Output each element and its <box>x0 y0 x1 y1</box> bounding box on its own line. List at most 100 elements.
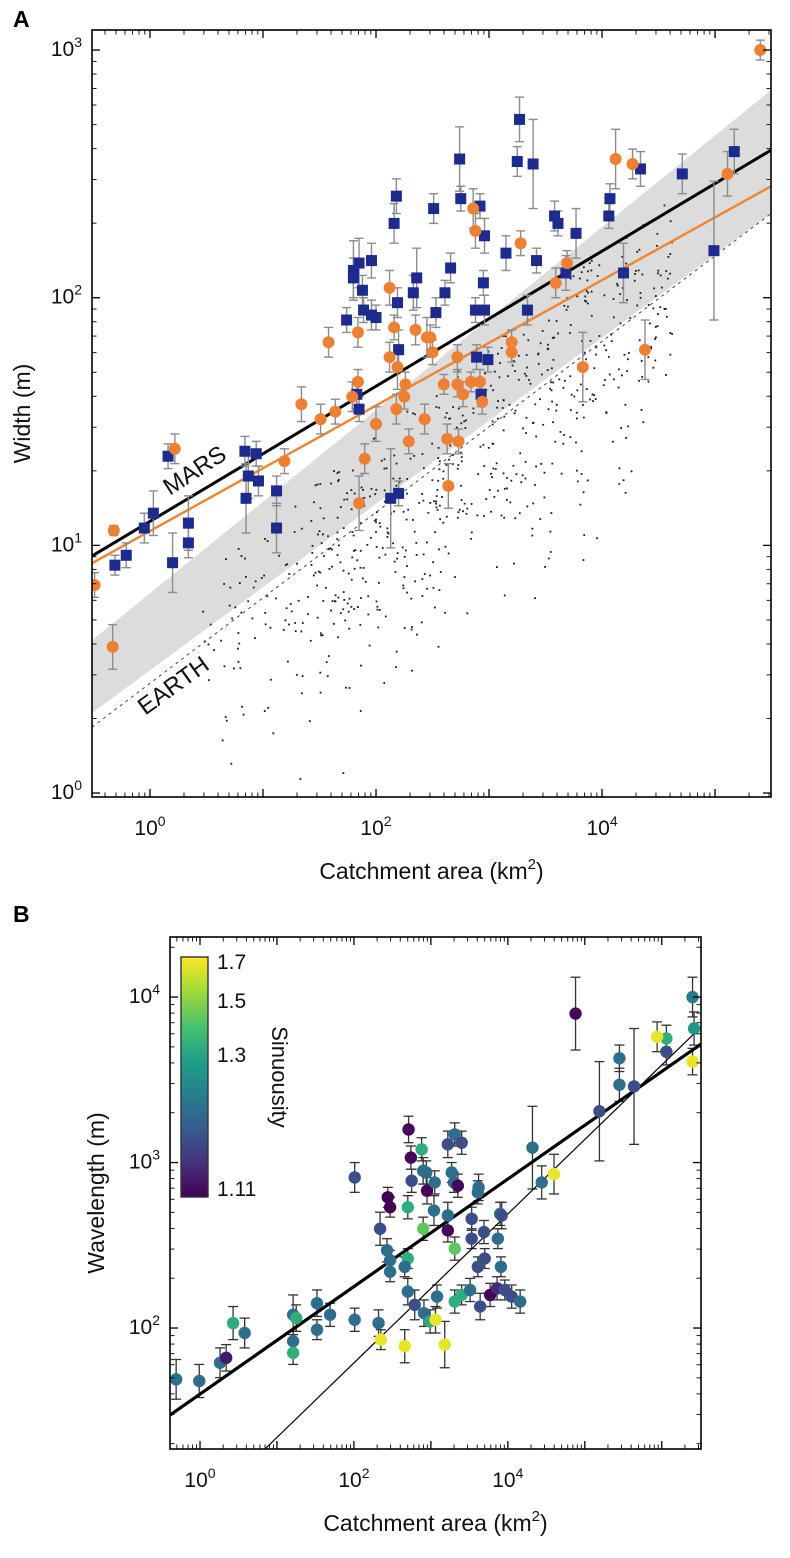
mars-square-point <box>527 158 539 170</box>
mars-circle-point <box>418 413 431 426</box>
mars-square-point <box>353 257 365 269</box>
mars-square-point <box>479 304 491 316</box>
mars-square-point <box>109 559 121 571</box>
wavelength-point <box>348 1171 361 1184</box>
wavelength-point <box>405 1174 418 1187</box>
mars-square-point <box>250 448 262 460</box>
wavelength-point <box>429 1313 442 1326</box>
wavelength-point <box>535 1176 548 1189</box>
wavelength-point <box>613 1052 626 1065</box>
wavelength-point <box>408 1298 421 1312</box>
wavelength-point <box>473 1300 487 1313</box>
wavelength-point <box>193 1374 206 1388</box>
wavelength-point <box>310 1323 324 1336</box>
mars-square-point <box>388 217 400 229</box>
mars-square-point <box>618 267 630 279</box>
wavelength-point <box>477 1225 491 1239</box>
mars-square-point <box>482 354 494 366</box>
confidence-band <box>92 90 771 714</box>
mars-circle-point <box>92 579 101 592</box>
wavelength-point <box>451 1179 465 1192</box>
mars-square-point <box>393 487 405 499</box>
y-axis-title: Wavelength (m) <box>83 1112 109 1273</box>
wavelength-point <box>569 1007 582 1020</box>
mars-square-point <box>242 470 254 482</box>
mars-circle-point <box>469 224 482 237</box>
wavelength-point <box>463 1283 477 1297</box>
y-tick-label: 100 <box>51 777 82 804</box>
mars-square-point <box>407 287 419 299</box>
x-tick-label: 104 <box>492 1465 523 1492</box>
axes: 100 102 104 100 101 102 103 Catchment area (km2… <box>9 29 772 884</box>
panel-b-letter: B <box>13 901 30 927</box>
wavelength-point <box>401 1201 414 1214</box>
panel-a-letter: A <box>13 6 30 32</box>
axes: 100 102 104 102 103 104 Catchment area (km2) Wa… <box>83 936 702 1536</box>
mars-square-point <box>479 230 491 242</box>
colorbar-tick-label: 1.5 <box>217 990 246 1013</box>
mars-square-point <box>570 227 582 239</box>
wavelength-point <box>310 1297 324 1310</box>
mars-circle-point <box>353 497 366 510</box>
wavelength-point <box>465 1212 478 1226</box>
mars-square-point <box>358 304 370 316</box>
y-tick-label: 103 <box>129 1147 160 1174</box>
mars-circle-point <box>626 157 639 170</box>
mars-square-point <box>385 492 397 504</box>
wavelength-point <box>170 1373 183 1386</box>
wavelength-point <box>380 1244 394 1257</box>
colorbar-tick-label: 1.7 <box>217 951 246 974</box>
mars-square-point <box>393 344 405 356</box>
wavelength-point <box>471 1260 485 1274</box>
mars-square-point <box>162 450 174 462</box>
mars-square-point <box>477 277 489 289</box>
x-tick-label: 100 <box>184 1465 215 1492</box>
wavelength-point <box>290 1311 303 1325</box>
colorbar-title: Sinuousity <box>267 1026 292 1128</box>
wavelength-point <box>687 1022 701 1035</box>
mars-circle-point <box>168 442 181 455</box>
mars-square-point <box>138 522 150 534</box>
wavelength-point <box>381 1191 394 1204</box>
wavelength-point <box>402 1123 415 1136</box>
mars-circle-point <box>295 398 308 411</box>
mars-square-point <box>356 284 368 296</box>
mars-circle-point <box>398 390 411 403</box>
y-tick-label: 102 <box>51 282 82 309</box>
mars-square-point <box>530 255 542 267</box>
mars-square-point <box>511 156 523 168</box>
mars-square-point <box>500 247 512 259</box>
wavelength-point <box>226 1316 240 1330</box>
mars-circle-point <box>561 257 574 270</box>
wavelength-point <box>373 1222 387 1235</box>
wavelength-point <box>286 1335 300 1348</box>
wavelength-point <box>650 1030 664 1043</box>
x-tick-label: 102 <box>360 813 391 840</box>
mars-square-point <box>604 193 616 205</box>
mars-square-point <box>391 297 403 309</box>
wavelength-point <box>238 1326 251 1340</box>
mars-circle-point <box>638 343 651 356</box>
wavelength-point <box>526 1141 539 1154</box>
wavelength-point <box>383 1253 397 1267</box>
wavelength-point <box>660 1032 673 1045</box>
wavelength-point <box>448 1128 461 1141</box>
mars-square-point <box>475 388 487 400</box>
mars-circle-point <box>391 361 404 374</box>
earth_fit_dashed <box>92 213 771 728</box>
thick_fit <box>170 1042 701 1417</box>
wavelength-point <box>513 1295 527 1308</box>
mars-circle-point <box>390 403 403 416</box>
mars-circle-point <box>426 346 439 359</box>
wavelength-point <box>416 1222 430 1235</box>
wavelength-point <box>455 1136 468 1149</box>
mars-square-point <box>445 262 457 274</box>
mars-square-point <box>347 272 359 284</box>
mars-square-point <box>469 304 481 316</box>
mars-square-point <box>239 445 251 457</box>
mars-square-point <box>271 485 283 497</box>
mars-circle-point <box>473 375 486 388</box>
wavelength-point <box>613 1078 626 1091</box>
mars-square-point <box>341 314 353 326</box>
